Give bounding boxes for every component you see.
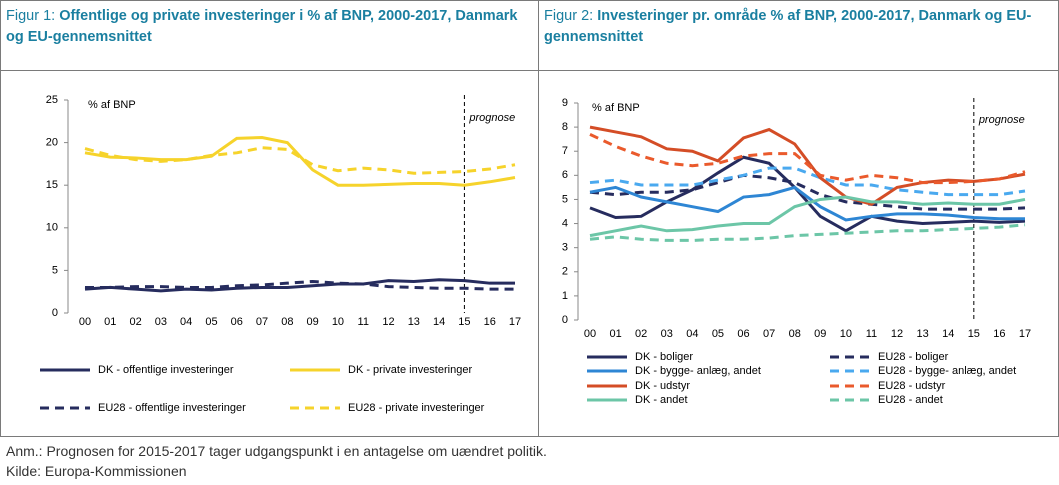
x-tick-label: 05 <box>205 316 217 328</box>
legend-label: EU28 - udstyr <box>878 380 946 392</box>
figure-label: Figur 1: <box>6 8 56 24</box>
x-tick-label: 10 <box>840 328 852 340</box>
x-tick-label: 01 <box>609 328 621 340</box>
source: Kilde: Europa-Kommissionen <box>6 463 187 479</box>
x-tick-label: 04 <box>686 328 698 340</box>
annotation: prognose <box>468 112 515 124</box>
chart-title: Offentlige og private investeringer i % … <box>6 8 518 45</box>
x-tick-label: 15 <box>458 316 470 328</box>
x-tick-label: 02 <box>129 316 141 328</box>
legend-label: EU28 - private investeringer <box>348 402 485 414</box>
y-tick-label: 25 <box>46 94 58 106</box>
legend-label: EU28 - bygge- anlæg, andet <box>878 365 1016 377</box>
series-line <box>84 146 516 175</box>
x-tick-label: 11 <box>866 328 877 340</box>
x-tick-label: 07 <box>256 316 268 328</box>
x-tick-label: 08 <box>281 316 293 328</box>
y-tick-label: 5 <box>52 264 58 276</box>
y-tick-label: 20 <box>46 137 58 149</box>
series-line <box>84 135 516 187</box>
series-line <box>589 166 1026 197</box>
x-tick-label: 08 <box>789 328 801 340</box>
y-axis-label: % af BNP <box>592 102 640 114</box>
x-tick-label: 09 <box>814 328 826 340</box>
x-tick-label: 09 <box>307 316 319 328</box>
y-tick-label: 1 <box>562 290 568 302</box>
legend-label: DK - boliger <box>635 351 693 363</box>
x-tick-label: 15 <box>968 328 980 340</box>
x-tick-label: 03 <box>661 328 673 340</box>
x-tick-label: 03 <box>155 316 167 328</box>
divider <box>538 0 539 436</box>
x-tick-label: 00 <box>79 316 91 328</box>
x-tick-label: 14 <box>942 328 954 340</box>
y-tick-label: 2 <box>562 266 568 278</box>
x-tick-label: 14 <box>433 316 445 328</box>
x-tick-label: 16 <box>484 316 496 328</box>
y-tick-label: 0 <box>52 307 58 319</box>
y-tick-label: 8 <box>562 121 568 133</box>
x-tick-label: 01 <box>104 316 116 328</box>
divider <box>0 70 1059 71</box>
series-line <box>589 185 1025 222</box>
y-tick-label: 4 <box>562 217 568 229</box>
series-line <box>589 195 1026 238</box>
legend-label: EU28 - andet <box>878 394 943 406</box>
x-tick-label: 12 <box>891 328 903 340</box>
x-tick-label: 06 <box>231 316 243 328</box>
legend-label: EU28 - boliger <box>878 351 949 363</box>
legend-label: DK - andet <box>635 394 688 406</box>
legend-label: EU28 - offentlige investeringer <box>98 402 246 414</box>
y-axis-label: % af BNP <box>88 99 136 111</box>
x-tick-label: 12 <box>382 316 394 328</box>
y-tick-label: 3 <box>562 242 568 254</box>
figure-title: Figur 1: Offentlige og private investeri… <box>6 6 531 48</box>
x-tick-label: 17 <box>509 316 521 328</box>
y-tick-label: 0 <box>562 314 568 326</box>
x-tick-label: 05 <box>712 328 724 340</box>
x-tick-label: 10 <box>332 316 344 328</box>
x-tick-label: 02 <box>635 328 647 340</box>
legend-label: DK - bygge- anlæg, andet <box>635 365 761 377</box>
series-line <box>589 125 1026 206</box>
x-tick-label: 13 <box>917 328 929 340</box>
x-tick-label: 13 <box>408 316 420 328</box>
chart-title: Investeringer pr. område % af BNP, 2000-… <box>544 8 1032 45</box>
y-tick-label: 10 <box>46 222 58 234</box>
x-tick-label: 07 <box>763 328 775 340</box>
series-line <box>85 279 515 291</box>
series-line <box>84 278 515 293</box>
x-tick-label: 00 <box>584 328 596 340</box>
y-tick-label: 7 <box>562 145 568 157</box>
annotation: prognose <box>978 114 1025 126</box>
y-tick-label: 5 <box>562 193 568 205</box>
x-tick-label: 11 <box>358 316 369 328</box>
note: Anm.: Prognosen for 2015-2017 tager udga… <box>6 443 547 459</box>
y-tick-label: 15 <box>46 179 58 191</box>
series-line <box>589 223 1026 242</box>
figure-title: Figur 2: Investeringer pr. område % af B… <box>544 6 1054 48</box>
x-tick-label: 17 <box>1019 328 1031 340</box>
x-tick-label: 06 <box>737 328 749 340</box>
series-line <box>589 132 1026 185</box>
legend-label: DK - udstyr <box>635 380 690 392</box>
legend-label: DK - offentlige investeringer <box>98 364 234 376</box>
legend-label: DK - private investeringer <box>348 364 472 376</box>
y-tick-label: 9 <box>562 97 568 109</box>
y-tick-label: 6 <box>562 169 568 181</box>
notes: Anm.: Prognosen for 2015-2017 tager udga… <box>6 441 547 481</box>
x-tick-label: 16 <box>993 328 1005 340</box>
figure-label: Figur 2: <box>544 8 594 24</box>
x-tick-label: 04 <box>180 316 192 328</box>
